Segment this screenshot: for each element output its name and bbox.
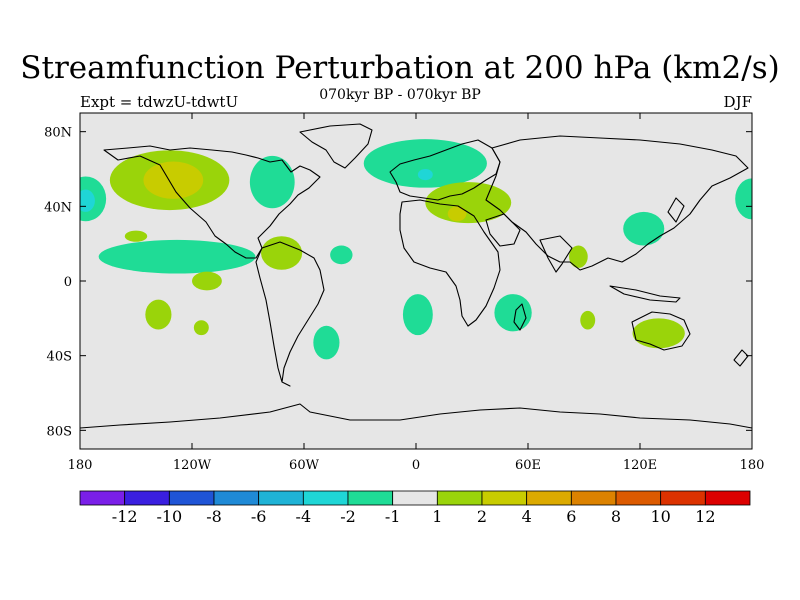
colorbar-label: -2 bbox=[340, 507, 356, 526]
anomaly-east-pacific-high bbox=[192, 271, 222, 291]
anomaly-south-pacific-high-small bbox=[193, 320, 209, 336]
anomaly-madagascar-low bbox=[494, 294, 532, 332]
coast-australia bbox=[631, 311, 691, 351]
colorbar-swatch bbox=[302, 490, 349, 506]
colorbar-label: 8 bbox=[611, 507, 621, 526]
coast-india bbox=[539, 235, 573, 273]
anomaly-north-pacific-core bbox=[143, 161, 204, 199]
lat-tick-label: 0 bbox=[64, 275, 72, 290]
anomaly-east-asia-low bbox=[623, 211, 665, 246]
anomaly-india-high bbox=[569, 245, 588, 268]
colorbar-swatch bbox=[347, 490, 394, 506]
colorbar-label: 1 bbox=[432, 507, 442, 526]
chart-title: Streamfunction Perturbation at 200 hPa (… bbox=[20, 50, 780, 86]
lon-tick-label: 120E bbox=[623, 458, 657, 473]
colorbar-label: -12 bbox=[112, 507, 138, 526]
colorbar-swatch bbox=[570, 490, 617, 506]
lat-tick-label: 80N bbox=[44, 126, 72, 141]
colorbar-label: 10 bbox=[650, 507, 670, 526]
anomaly-east-pacific-low-band bbox=[98, 239, 256, 274]
coast-indonesia bbox=[609, 285, 681, 303]
coast-europe bbox=[389, 139, 501, 201]
colorbar-swatch bbox=[258, 490, 304, 506]
axis-ticks: 80N 40N 0 40S 80S 180 120W 60W 0 60E 120E 180 bbox=[44, 113, 764, 473]
lon-tick-label: 180 bbox=[68, 458, 93, 473]
coast-madagascar bbox=[513, 303, 527, 331]
lat-tick-label: 40S bbox=[47, 350, 72, 365]
experiment-label: Expt = tdwzU-tdwtU bbox=[80, 93, 239, 111]
season-label: DJF bbox=[723, 93, 752, 111]
colorbar-swatch bbox=[213, 490, 260, 506]
colorbar-label: -1 bbox=[385, 507, 401, 526]
coast-south-america bbox=[255, 241, 325, 387]
lat-tick-label: 80S bbox=[47, 424, 72, 439]
anomaly-hudson-low bbox=[249, 155, 295, 209]
lon-tick-label: 180 bbox=[740, 458, 765, 473]
colorbar-swatch bbox=[615, 490, 662, 506]
anomaly-caribbean-high bbox=[261, 236, 303, 270]
colorbar-swatch bbox=[660, 490, 706, 506]
colorbar-swatch bbox=[392, 490, 438, 506]
anomaly-north-atlantic-core bbox=[417, 169, 433, 181]
lon-tick-label: 120W bbox=[173, 458, 212, 473]
colorbar-swatch bbox=[124, 490, 170, 506]
colorbar-swatch bbox=[526, 490, 572, 506]
anomaly-mediterranean-high bbox=[425, 182, 512, 224]
coast-arabia bbox=[485, 213, 521, 247]
lat-tick-label: 40N bbox=[44, 200, 72, 215]
coast-north-america bbox=[103, 145, 321, 259]
colorbar: -12 -10 -8 -6 -4 -2 -1 1 2 4 6 8 10 12 bbox=[79, 490, 751, 526]
anomaly-south-atlantic-low bbox=[313, 325, 340, 360]
colorbar-swatch bbox=[168, 490, 215, 506]
anomaly-west-pacific-low bbox=[735, 178, 752, 220]
colorbar-label: -8 bbox=[206, 507, 222, 526]
lon-tick-label: 60E bbox=[515, 458, 541, 473]
coast-africa bbox=[399, 199, 501, 327]
colorbar-label: -4 bbox=[296, 507, 312, 526]
coast-new-zealand bbox=[733, 349, 749, 367]
chart-subtitle: 070kyr BP - 070kyr BP bbox=[319, 87, 481, 103]
anomaly-australia-high bbox=[632, 318, 685, 349]
colorbar-swatch bbox=[481, 490, 528, 506]
anomaly-central-pacific-core bbox=[80, 189, 95, 212]
anomaly-subtropical-pacific-high bbox=[124, 230, 148, 242]
lon-tick-label: 60W bbox=[289, 458, 320, 473]
coast-greenland bbox=[299, 123, 373, 169]
colorbar-swatch bbox=[79, 490, 126, 506]
anomaly-indian-ocean-high bbox=[580, 310, 596, 330]
colorbar-label: 12 bbox=[695, 507, 715, 526]
colorbar-swatch bbox=[704, 490, 751, 506]
anomaly-north-atlantic-low bbox=[363, 139, 487, 188]
colorbar-swatch bbox=[436, 490, 483, 506]
anomaly-south-atlantic-low-2 bbox=[402, 294, 433, 336]
colorbar-label: 2 bbox=[477, 507, 487, 526]
colorbar-label: 4 bbox=[522, 507, 532, 526]
coastlines bbox=[80, 123, 752, 429]
colorbar-label: -10 bbox=[156, 507, 182, 526]
colorbar-label: 6 bbox=[566, 507, 576, 526]
anomaly-south-pacific-high bbox=[145, 299, 172, 330]
coast-japan bbox=[667, 197, 685, 223]
anomaly-mediterranean-core bbox=[447, 206, 467, 222]
lon-tick-label: 0 bbox=[412, 458, 420, 473]
anomaly-atlantic-low bbox=[330, 245, 353, 265]
colorbar-label: -6 bbox=[251, 507, 267, 526]
coast-antarctica bbox=[80, 403, 752, 429]
